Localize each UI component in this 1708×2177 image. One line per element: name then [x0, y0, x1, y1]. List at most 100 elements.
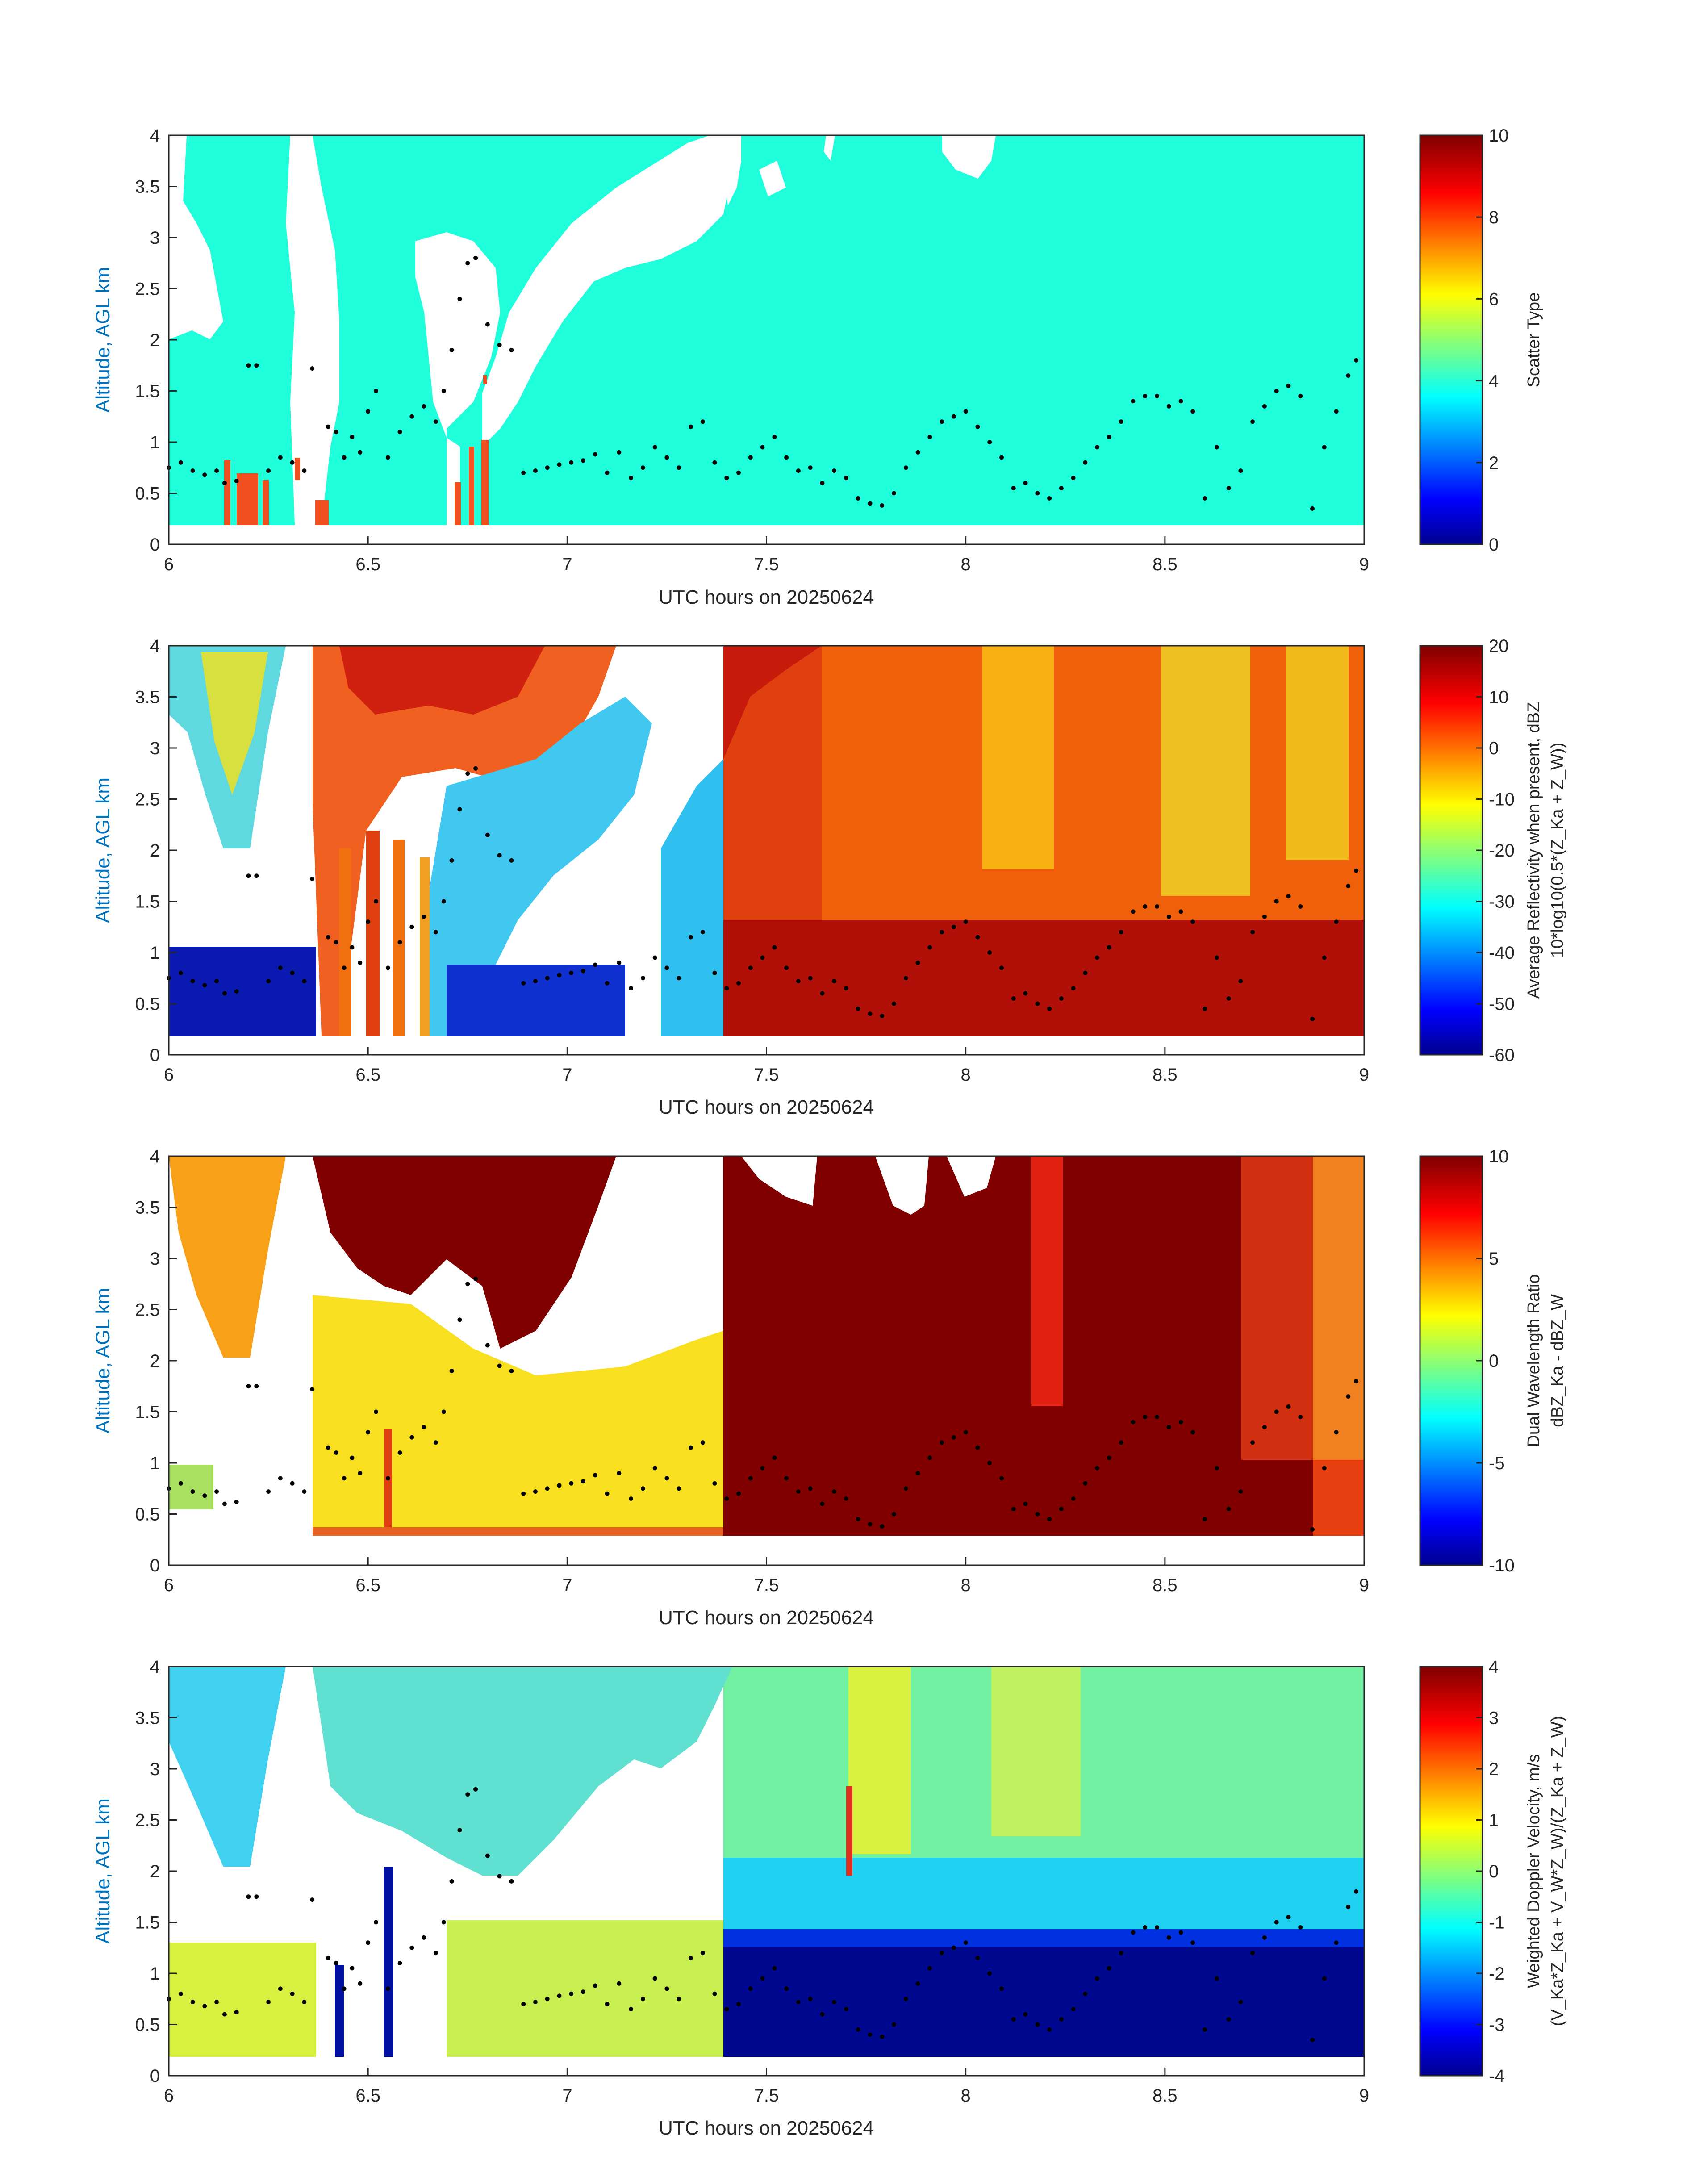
cloud-base-dot	[409, 1435, 414, 1440]
x-tick-label: 6.5	[355, 555, 380, 574]
cloud-base-dots	[167, 1787, 1359, 2042]
cloud-base-dot	[1214, 1466, 1219, 1471]
cloud-base-dot	[397, 1961, 402, 1966]
cloud-base-dot	[1250, 1951, 1255, 1956]
cloud-base-dot	[748, 1476, 753, 1481]
cloud-base-dot	[246, 1894, 251, 1899]
y-tick-label: 3	[150, 228, 160, 248]
cloud-base-dot	[1214, 445, 1219, 450]
cloud-base-dot	[1298, 1925, 1303, 1930]
cloud-base-dot	[422, 1425, 426, 1429]
cloud-base-dot	[700, 1440, 705, 1445]
cloud-base-dot	[1143, 1414, 1148, 1419]
cloud-base-dot	[915, 960, 920, 965]
cloud-base-dot	[677, 1997, 681, 2002]
colorbar-tick-label: -60	[1489, 1045, 1515, 1065]
x-tick-label: 9	[1359, 1065, 1369, 1085]
cloud-base-dot	[569, 460, 574, 465]
cloud-base-dot	[342, 455, 347, 460]
cloud-base-dot	[892, 1512, 897, 1517]
cloud-base-dot	[844, 986, 848, 991]
cloud-base-dot	[1071, 476, 1076, 481]
cloud-base-dot	[178, 970, 183, 975]
y-tick-label: 3	[150, 1249, 160, 1269]
cloud-base-dot	[915, 1981, 920, 1986]
x-tick-label: 9	[1359, 2086, 1369, 2106]
cloud-base-dot	[796, 468, 801, 473]
cloud-base-dot	[688, 1956, 693, 1960]
cloud-base-dot	[1274, 1409, 1279, 1414]
colorbar-tick-label: 6	[1489, 289, 1499, 309]
x-axis-ticks: 6 6.5 7 7.5 8 8.5 9	[164, 2068, 1369, 2106]
refl-low-blue-2	[447, 965, 625, 1036]
cloud-base-dot	[457, 297, 462, 301]
cloud-base-dot	[820, 481, 825, 485]
cloud-base-dot	[963, 919, 968, 924]
cloud-base-dot	[190, 2000, 195, 2005]
cloud-base-dot	[1023, 991, 1028, 996]
cloud-base-dot	[1310, 1527, 1315, 1532]
cloud-base-dot	[290, 1481, 295, 1486]
x-tick-label: 7.5	[754, 555, 779, 574]
cloud-base-dot	[557, 1993, 562, 1998]
cloud-base-dot	[457, 807, 462, 812]
scatter-gap-2	[286, 135, 339, 525]
y-tick-label: 0	[150, 1556, 160, 1575]
y-tick-label: 4	[150, 636, 160, 656]
cloud-base-dot	[1071, 986, 1076, 991]
cloud-base-dot	[497, 1363, 502, 1368]
x-tick-label: 8	[961, 1575, 971, 1595]
dwr-orange-band	[1313, 1156, 1364, 1460]
cloud-base-dot	[629, 2007, 634, 2012]
cloud-base-dot	[581, 1989, 586, 1994]
cloud-base-dot	[593, 452, 597, 457]
cloud-base-dot	[593, 1983, 597, 1988]
cloud-base-dot	[808, 1486, 813, 1491]
vel-upper-cloud	[313, 1667, 732, 1876]
cloud-base-dot	[366, 1430, 371, 1435]
cloud-base-dot	[880, 2034, 885, 2039]
cloud-base-dot	[677, 465, 681, 470]
cloud-base-dot	[385, 965, 390, 970]
cloud-base-dot	[358, 450, 363, 455]
cloud-base-dot	[1286, 894, 1291, 899]
cloud-base-dot	[1262, 404, 1267, 409]
x-axis-label: UTC hours on 20250624	[659, 2117, 874, 2139]
refl-yellow-band-2	[1161, 646, 1250, 896]
colorbar-label-line-1: Dual Wavelength Ratio	[1524, 1274, 1543, 1447]
scatter-band-2	[237, 473, 258, 525]
colorbar-label-line-1: Scatter Type	[1524, 292, 1543, 388]
colorbar-tick-label: 10	[1489, 126, 1509, 146]
vel-dark-blue	[714, 1947, 1364, 2057]
x-tick-label: 8.5	[1153, 1065, 1178, 1085]
refl-streak-1	[339, 848, 351, 1036]
cloud-base-dot	[278, 1986, 283, 1991]
cloud-base-dot	[266, 1489, 271, 1494]
cloud-base-dot	[880, 1013, 885, 1018]
cloud-base-dot	[808, 1997, 813, 2002]
cloud-base-dot	[409, 414, 414, 419]
cloud-base-dot	[473, 1276, 478, 1281]
cloud-base-dot	[1203, 1517, 1207, 1521]
cloud-base-dot	[748, 1986, 753, 1991]
vel-red-streak	[846, 1786, 852, 1876]
x-axis-label: UTC hours on 20250624	[659, 1607, 874, 1629]
y-tick-label: 2	[150, 841, 160, 861]
cloud-base-dot	[1226, 996, 1231, 1001]
cloud-base-dot	[533, 979, 538, 984]
cloud-base-dot	[557, 1483, 562, 1488]
cloud-base-dot	[844, 476, 848, 481]
cloud-base-dot	[1154, 1925, 1159, 1930]
x-axis-ticks: 6 6.5 7 7.5 8 8.5 9	[164, 1047, 1369, 1085]
cloud-base-dot	[1095, 1466, 1100, 1471]
colorbar-tick-label: 3	[1489, 1709, 1499, 1728]
cloud-base-dot	[178, 1991, 183, 1996]
cloud-base-dot	[214, 1489, 219, 1494]
cloud-base-dot	[1035, 491, 1040, 496]
colorbar-tick-label: 4	[1489, 372, 1499, 391]
x-tick-label: 6	[164, 2086, 174, 2106]
cloud-base-dot	[473, 766, 478, 771]
cloud-base-dot	[1238, 979, 1243, 984]
cloud-base-dot	[449, 858, 454, 863]
dwr-gap-3	[947, 1156, 996, 1197]
